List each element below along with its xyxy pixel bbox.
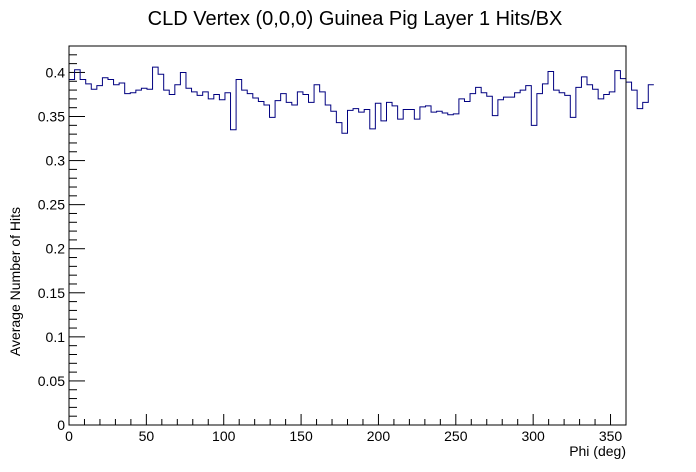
y-axis-label: Average Number of Hits — [7, 207, 23, 356]
x-tick-label: 100 — [212, 428, 236, 444]
x-tick-label: 300 — [521, 428, 545, 444]
y-axis-ticks: 0 0.05 0.1 0.15 0.2 0.25 0.3 0.35 0.4 — [38, 45, 85, 433]
y-tick-label: 0.1 — [46, 329, 66, 345]
y-tick-label: 0 — [57, 417, 65, 433]
x-tick-label: 50 — [139, 428, 155, 444]
y-tick-label: 0.15 — [38, 285, 65, 301]
x-axis-ticks: 0 50 100 150 200 250 300 350 — [65, 414, 627, 444]
x-axis-label: Phi (deg) — [569, 443, 626, 459]
plot-frame — [68, 45, 627, 426]
y-tick-label: 0.25 — [38, 197, 65, 213]
histogram-series — [69, 66, 654, 134]
x-tick-label: 250 — [444, 428, 468, 444]
y-tick-label: 0.35 — [38, 109, 65, 125]
x-tick-label: 150 — [289, 428, 313, 444]
x-tick-label: 0 — [65, 428, 73, 444]
chart-title: CLD Vertex (0,0,0) Guinea Pig Layer 1 Hi… — [148, 8, 563, 30]
x-tick-label: 350 — [599, 428, 623, 444]
x-tick-label: 200 — [367, 428, 391, 444]
y-tick-label: 0.3 — [46, 153, 66, 169]
y-tick-label: 0.2 — [46, 241, 66, 257]
y-tick-label: 0.4 — [46, 64, 66, 80]
y-tick-label: 0.05 — [38, 373, 65, 389]
